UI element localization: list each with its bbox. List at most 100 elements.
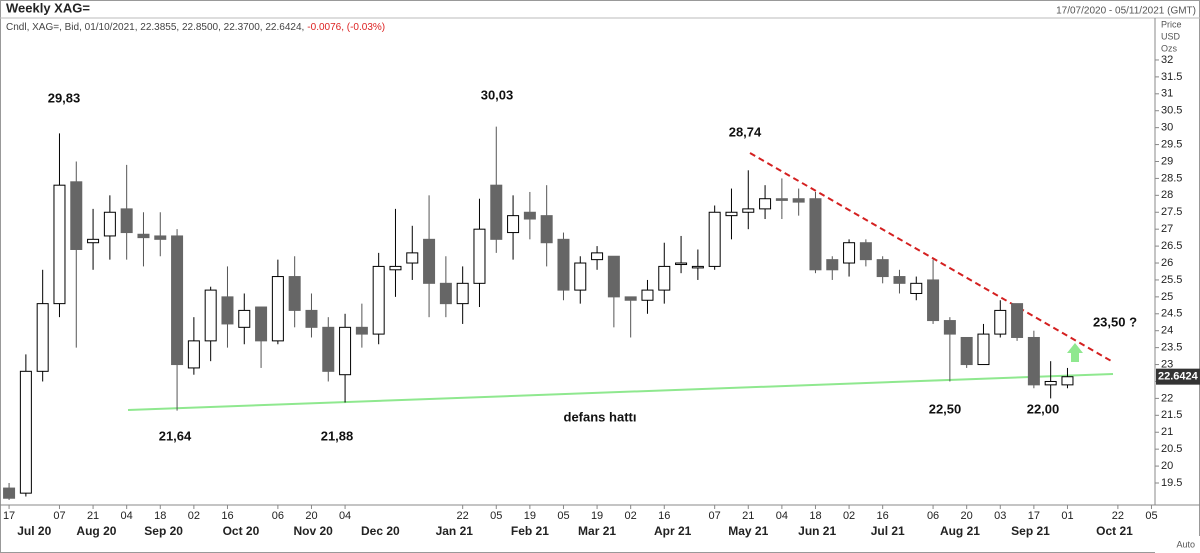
x-tick-label: 02: [843, 510, 855, 522]
candle-body: [658, 265, 671, 291]
x-tick-label: 16: [877, 510, 889, 522]
legend-change: -0.0076, (-0.03%): [307, 22, 385, 33]
candle-body: [439, 282, 452, 305]
candle-body: [154, 235, 167, 240]
candle-body: [1061, 376, 1074, 386]
y-tick-label: 24.5: [1161, 308, 1182, 320]
x-tick-label: 02: [188, 510, 200, 522]
candle-body: [70, 181, 83, 250]
y-tick-label: 25: [1161, 291, 1173, 303]
y-tick-label: 26.5: [1161, 240, 1182, 252]
candle-body: [1011, 303, 1024, 338]
y-tick-label: 19.5: [1161, 477, 1182, 489]
candle-body: [507, 215, 520, 234]
candle-body: [288, 276, 301, 311]
x-tick-label: 22: [457, 510, 469, 522]
y-tick-label: 32: [1161, 54, 1173, 66]
candle-body: [994, 309, 1007, 335]
y-tick-label: 27: [1161, 223, 1173, 235]
y-tick-label: 20: [1161, 460, 1173, 472]
x-tick-label: 04: [776, 510, 788, 522]
y-tick-label: 20.5: [1161, 443, 1182, 455]
month-label: Dec 20: [361, 524, 400, 538]
candle-body: [355, 326, 368, 335]
candle-body: [641, 289, 654, 301]
y-tick-label: 24: [1161, 325, 1173, 337]
x-tick-label: 16: [221, 510, 233, 522]
month-label: Aug 20: [76, 524, 116, 538]
candle-body: [87, 238, 100, 244]
x-tick-label: 21: [742, 510, 754, 522]
candle-body: [691, 265, 704, 269]
x-tick-label: 19: [591, 510, 603, 522]
candle-body: [103, 211, 116, 237]
candle-body: [171, 235, 184, 366]
month-label: Apr 21: [654, 524, 692, 538]
candle-body: [927, 279, 940, 322]
month-label: Oct 21: [1096, 524, 1133, 538]
y-tick-label: 26: [1161, 257, 1173, 269]
last-price-box: [1156, 368, 1200, 385]
candle-body: [523, 211, 536, 220]
x-tick-label: 07: [709, 510, 721, 522]
annotation: 21,88: [321, 428, 354, 443]
x-tick-label: 05: [557, 510, 569, 522]
month-label: Aug 21: [940, 524, 980, 538]
candle-body: [759, 198, 772, 210]
candle-body: [221, 296, 234, 325]
x-tick-label: 18: [809, 510, 821, 522]
candle-body: [574, 262, 587, 291]
annotation: 22,00: [1027, 401, 1060, 416]
y-tick-label: 31.5: [1161, 71, 1182, 83]
candle-body: [473, 228, 486, 284]
annotation: defans hattı: [564, 409, 637, 424]
candle-body: [456, 282, 469, 305]
candle-body: [120, 208, 133, 234]
y-tick-label: 29.5: [1161, 138, 1182, 150]
y-tick-label: 22: [1161, 392, 1173, 404]
y-tick-label: 30.5: [1161, 105, 1182, 117]
candle-body: [322, 326, 335, 372]
month-label: Oct 20: [223, 524, 260, 538]
annotation: 23,50 ?: [1093, 314, 1137, 329]
candle-body: [557, 238, 570, 291]
month-label: Nov 20: [293, 524, 333, 538]
date-range: 17/07/2020 - 05/11/2021 (GMT): [1056, 6, 1196, 17]
x-tick-label: 16: [658, 510, 670, 522]
candle-body: [624, 296, 637, 301]
x-tick-label: 01: [1061, 510, 1073, 522]
x-tick-label: 21: [87, 510, 99, 522]
candle-body: [490, 184, 503, 240]
candle-body: [742, 208, 755, 213]
y-unit: Price: [1161, 19, 1182, 29]
candle-body: [137, 233, 150, 239]
annotation: 28,74: [729, 124, 762, 139]
candle-body: [53, 184, 66, 305]
candle-body: [238, 309, 251, 328]
candle-body: [187, 340, 200, 369]
candle-body: [3, 487, 16, 499]
candle-body: [876, 259, 889, 278]
candle-body: [389, 265, 402, 271]
x-tick-label: 06: [272, 510, 284, 522]
month-label: Jul 21: [871, 524, 905, 538]
x-tick-label: 20: [961, 510, 973, 522]
x-tick-label: 19: [524, 510, 536, 522]
candle-body: [372, 265, 385, 335]
candle-body: [406, 252, 419, 264]
x-tick-label: 18: [154, 510, 166, 522]
month-label: Jul 20: [17, 524, 51, 538]
y-tick-label: 30: [1161, 122, 1173, 134]
x-tick-label: 17: [3, 510, 15, 522]
candle-body: [792, 198, 805, 203]
annotation: 29,83: [48, 90, 81, 105]
candle-body: [423, 238, 436, 284]
candle-body: [725, 211, 738, 217]
x-tick-label: 22: [1112, 510, 1124, 522]
candle-body: [943, 320, 956, 335]
candle-body: [675, 262, 688, 266]
y-tick-label: 21: [1161, 426, 1173, 438]
x-tick-label: 03: [994, 510, 1006, 522]
